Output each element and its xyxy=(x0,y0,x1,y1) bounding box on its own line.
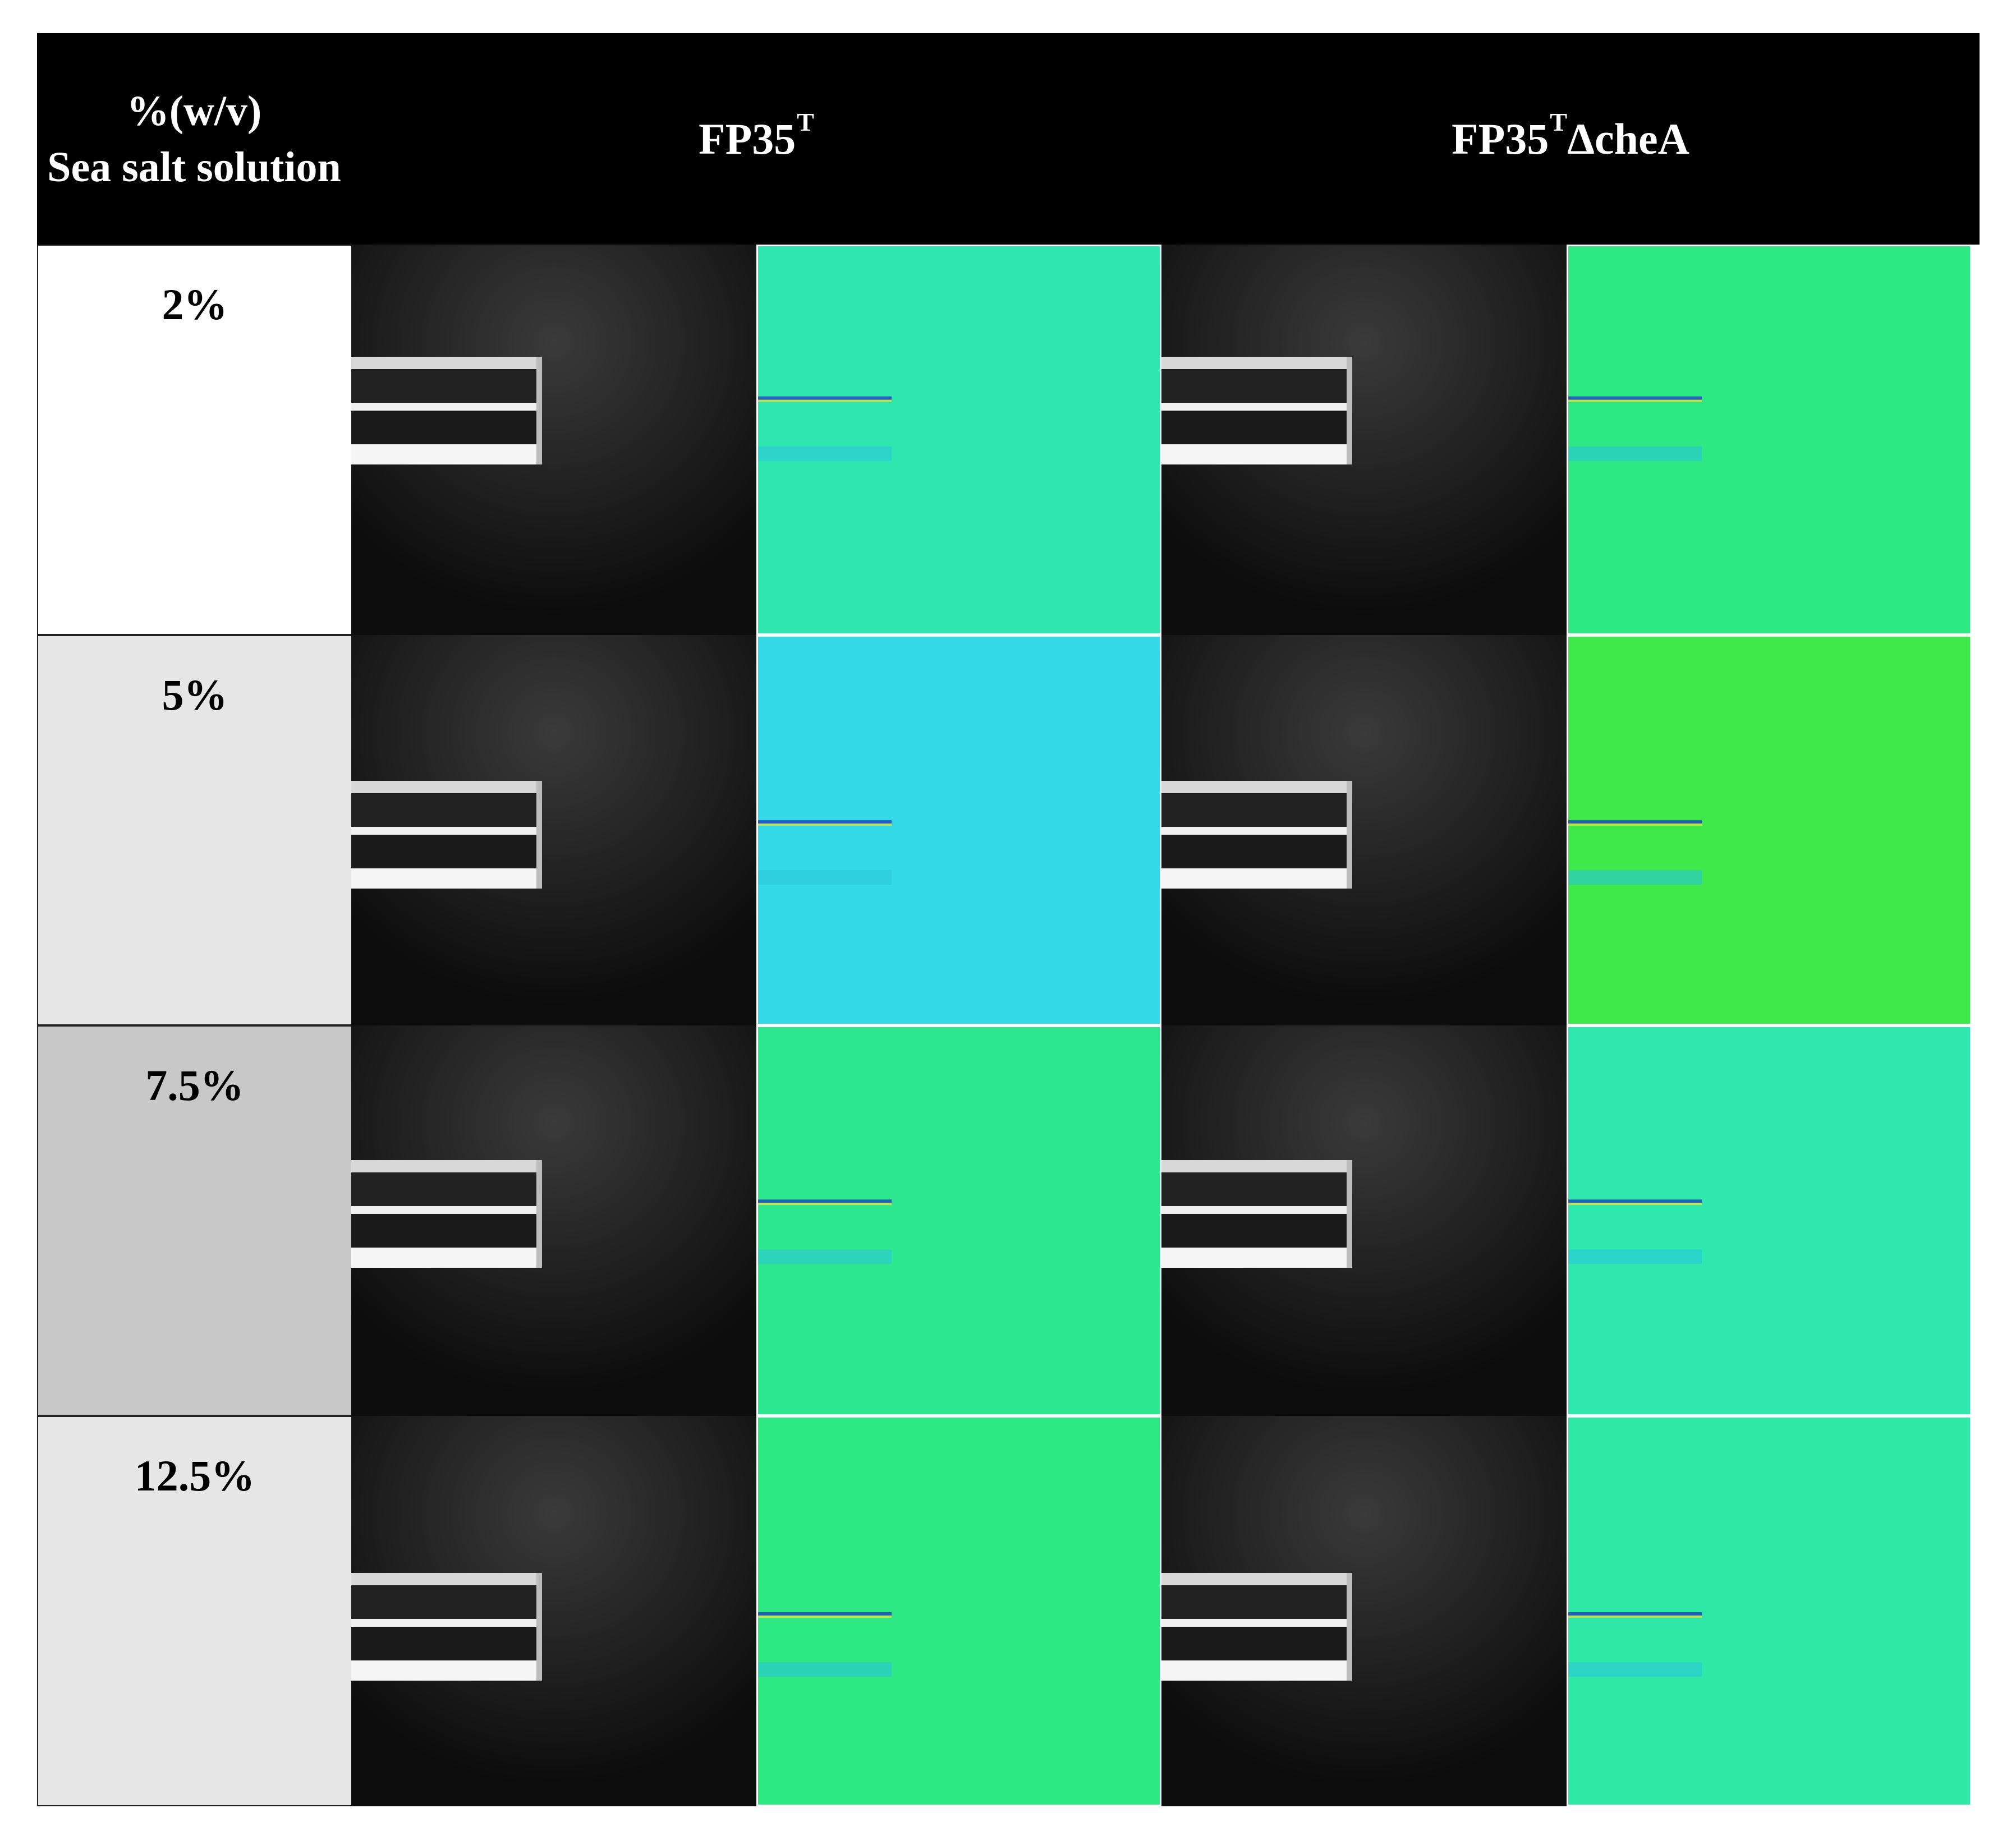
fp35t-chea-grayscale-image xyxy=(1161,635,1567,1025)
fp35t-chea-grayscale-image xyxy=(1161,1025,1567,1416)
concentration-cell: 12.5% xyxy=(37,1416,352,1806)
fp35t-grayscale-image xyxy=(351,635,756,1025)
fp35t-chea-heatmap-image xyxy=(1567,245,1972,635)
header-concentration-line2: Sea salt solution xyxy=(47,143,341,191)
fp35t-heatmap-image xyxy=(756,1025,1161,1416)
fp35t-chea-heatmap-image xyxy=(1567,635,1972,1025)
header-strain-fp35t: FP35 T xyxy=(351,33,1161,245)
strain-2-suffix: ΔcheA xyxy=(1567,114,1689,163)
fp35t-heatmap-image xyxy=(756,635,1161,1025)
strain-2-base: FP35 xyxy=(1452,114,1549,163)
fp35t-grayscale-image xyxy=(351,245,756,635)
table-row: 5% xyxy=(37,635,1980,1025)
fp35t-chea-heatmap-image xyxy=(1567,1416,1972,1806)
concentration-label: 2% xyxy=(162,280,228,329)
fp35t-chea-heatmap-image xyxy=(1567,1025,1972,1416)
fp35t-grayscale-image xyxy=(351,1025,756,1416)
table-row: 7.5% xyxy=(37,1025,1980,1416)
fp35t-grayscale-image xyxy=(351,1416,756,1806)
fp35t-chea-grayscale-image xyxy=(1161,245,1567,635)
table-header: %(w/v) Sea salt solution FP35 T FP35 T Δche… xyxy=(37,33,1980,245)
table-body: 2% 5% 7.5% 12.5% xyxy=(37,245,1980,1806)
header-concentration: %(w/v) Sea salt solution xyxy=(37,33,351,245)
header-concentration-line1: %(w/v) xyxy=(126,87,262,135)
fp35t-heatmap-image xyxy=(756,245,1161,635)
concentration-cell: 2% xyxy=(37,245,352,635)
strain-1-superscript: T xyxy=(797,108,814,136)
strain-2-superscript: T xyxy=(1550,108,1568,136)
concentration-label: 7.5% xyxy=(145,1061,244,1110)
fp35t-chea-grayscale-image xyxy=(1161,1416,1567,1806)
strain-1-base: FP35 xyxy=(699,114,796,163)
concentration-cell: 5% xyxy=(37,635,352,1025)
concentration-label: 5% xyxy=(162,670,228,719)
table-row: 12.5% xyxy=(37,1416,1980,1806)
concentration-label: 12.5% xyxy=(134,1451,255,1500)
concentration-cell: 7.5% xyxy=(37,1025,352,1416)
table-row: 2% xyxy=(37,245,1980,635)
header-strain-fp35t-chea: FP35 T ΔcheA xyxy=(1161,33,1980,245)
fp35t-heatmap-image xyxy=(756,1416,1161,1806)
figure: %(w/v) Sea salt solution FP35 T FP35 T Δche… xyxy=(37,33,1980,1806)
